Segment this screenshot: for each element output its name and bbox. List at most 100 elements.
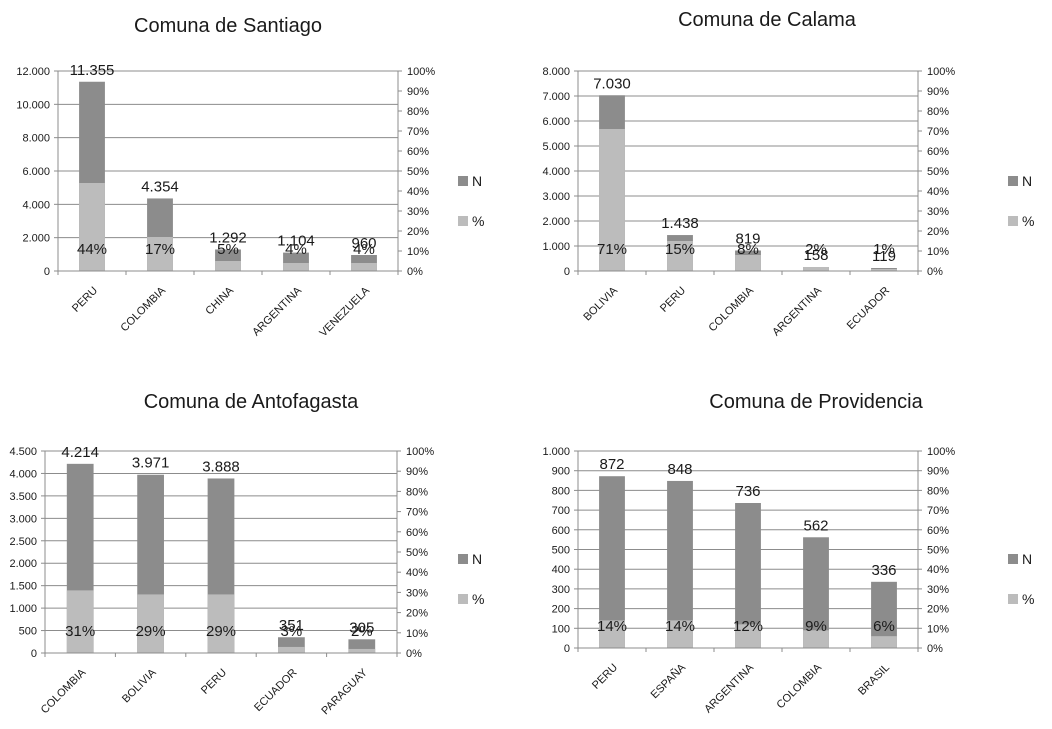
- y2-tick-label: 20%: [927, 226, 949, 238]
- y-tick-label: 900: [552, 466, 570, 478]
- y-tick-label: 0: [31, 648, 37, 660]
- y2-tick-label: 80%: [406, 486, 428, 498]
- y2-tick-label: 50%: [927, 166, 949, 178]
- data-label-n: 351: [279, 617, 304, 634]
- category-label: COLOMBIA: [707, 284, 757, 334]
- data-label-n: 119: [872, 248, 896, 265]
- data-label-n: 158: [803, 247, 828, 264]
- legend-swatch-pct: [458, 594, 468, 604]
- chart-panel: Comuna de Santiago 0 2.000 4.000 6.000 8.000 1…: [16, 15, 484, 339]
- category-label: PERU: [590, 662, 620, 692]
- y-tick-label: 1.000: [9, 603, 37, 615]
- data-label-n: 1.438: [661, 215, 699, 232]
- legend-label-n: N: [472, 551, 482, 567]
- y-tick-label: 4.000: [542, 166, 570, 178]
- legend-label-n: N: [472, 173, 482, 189]
- y-tick-label: 500: [19, 626, 37, 638]
- data-label-n: 4.354: [141, 178, 179, 195]
- y2-tick-label: 100%: [406, 446, 434, 458]
- legend-swatch-n: [458, 176, 468, 186]
- y-tick-label: 1.000: [542, 446, 570, 458]
- y-tick-label: 300: [552, 584, 570, 596]
- legend-label-pct: %: [472, 213, 484, 229]
- y2-tick-label: 60%: [927, 525, 949, 537]
- y-tick-label: 12.000: [16, 66, 50, 78]
- y-tick-label: 400: [552, 564, 570, 576]
- category-label: ECUADOR: [845, 285, 892, 332]
- category-label: COLOMBIA: [119, 284, 169, 334]
- bar-pct: [599, 129, 625, 271]
- legend-label-n: N: [1022, 173, 1032, 189]
- y2-tick-label: 90%: [927, 466, 949, 478]
- data-label-pct: 44%: [77, 241, 107, 258]
- bar-pct: [599, 620, 625, 648]
- y-tick-label: 8.000: [22, 133, 50, 145]
- y2-tick-label: 60%: [407, 146, 429, 158]
- legend-swatch-n: [1008, 176, 1018, 186]
- y2-tick-label: 20%: [927, 604, 949, 616]
- data-label-n: 3.971: [132, 455, 170, 472]
- y2-tick-label: 100%: [927, 66, 955, 78]
- y2-tick-label: 30%: [927, 206, 949, 218]
- legend: N%: [458, 173, 484, 229]
- data-label-pct: 4%: [353, 241, 375, 258]
- y2-tick-label: 60%: [406, 527, 428, 539]
- data-label-pct: 1%: [873, 241, 895, 258]
- bar-pct: [215, 261, 241, 271]
- y-tick-label: 2.000: [542, 216, 570, 228]
- data-label-pct: 2%: [805, 241, 827, 258]
- legend-swatch-pct: [1008, 594, 1018, 604]
- y-tick-label: 0: [44, 266, 50, 278]
- y2-tick-label: 0%: [927, 266, 943, 278]
- legend-label-pct: %: [472, 591, 484, 607]
- y-tick-label: 1.500: [9, 581, 37, 593]
- y-tick-label: 3.500: [9, 491, 37, 503]
- y2-tick-label: 50%: [406, 547, 428, 559]
- category-label: VENEZUELA: [317, 284, 372, 339]
- legend: N%: [458, 551, 484, 607]
- data-label-n: 336: [871, 562, 896, 579]
- bar-pct: [871, 269, 897, 271]
- category-label: COLOMBIA: [775, 661, 825, 711]
- legend-swatch-pct: [1008, 216, 1018, 226]
- data-label-n: 1.104: [277, 233, 315, 250]
- category-label: BRASIL: [856, 662, 892, 698]
- y2-tick-label: 90%: [406, 466, 428, 478]
- y-tick-label: 2.500: [9, 536, 37, 548]
- bar-pct: [667, 241, 693, 271]
- y2-tick-label: 90%: [927, 86, 949, 98]
- chart-panel: Comuna de Calama 0 1.000 2.000 3.000 4.000 5.0…: [542, 9, 1034, 339]
- y-tick-label: 0: [564, 643, 570, 655]
- legend-swatch-pct: [458, 216, 468, 226]
- y2-tick-label: 0%: [406, 648, 422, 660]
- data-label-n: 4.214: [61, 444, 99, 461]
- y2-tick-label: 10%: [407, 246, 429, 258]
- bar-pct: [735, 624, 761, 648]
- bar-pct: [348, 648, 376, 653]
- category-label: ECUADOR: [252, 667, 299, 714]
- bar-pct: [207, 594, 235, 653]
- y2-tick-label: 80%: [927, 106, 949, 118]
- category-label: PERU: [658, 285, 688, 315]
- bar-n: [667, 480, 693, 648]
- legend-swatch-n: [1008, 554, 1018, 564]
- y-tick-label: 5.000: [542, 141, 570, 153]
- y2-tick-label: 40%: [407, 186, 429, 198]
- bar-pct: [803, 630, 829, 648]
- y2-tick-label: 50%: [927, 545, 949, 557]
- y2-tick-label: 30%: [407, 206, 429, 218]
- y2-tick-label: 30%: [927, 584, 949, 596]
- y-tick-label: 3.000: [9, 513, 37, 525]
- data-label-n: 1.292: [209, 229, 247, 246]
- y-tick-label: 2.000: [22, 233, 50, 245]
- data-label-pct: 5%: [217, 241, 239, 258]
- data-label-pct: 29%: [206, 623, 236, 640]
- category-label: PARAGUAY: [319, 666, 370, 717]
- y-tick-label: 100: [552, 623, 570, 635]
- y2-tick-label: 60%: [927, 146, 949, 158]
- data-label-pct: 9%: [805, 618, 827, 635]
- y2-tick-label: 10%: [927, 246, 949, 258]
- data-label-pct: 17%: [145, 241, 175, 258]
- chart-title: Comuna de Antofagasta: [144, 391, 359, 413]
